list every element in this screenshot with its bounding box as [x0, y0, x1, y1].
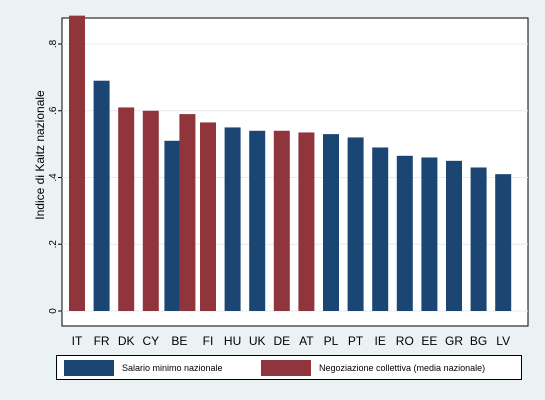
bar-dk-negoziazione — [118, 107, 135, 311]
x-tick-label-de: DE — [273, 334, 290, 348]
legend-label-salario: Salario minimo nazionale — [122, 363, 223, 373]
bar-be-salario — [164, 140, 181, 311]
bar-ee-salario — [421, 157, 438, 311]
x-tick-label-it: IT — [72, 334, 83, 348]
x-tick-label-cy: CY — [142, 334, 159, 348]
x-tick-label-lv: LV — [496, 334, 510, 348]
x-tick-label-uk: UK — [249, 334, 266, 348]
legend: Salario minimo nazionale Negoziazione co… — [56, 355, 522, 380]
bar-pl-salario — [323, 134, 339, 311]
y-tick-label: .2 — [48, 240, 59, 249]
x-tick-label-ro: RO — [396, 334, 414, 348]
x-tick-label-pl: PL — [324, 334, 339, 348]
bar-be-negoziazione — [179, 114, 196, 312]
bar-uk-salario — [249, 130, 266, 311]
bar-ie-salario — [372, 147, 389, 311]
x-tick-label-gr: GR — [445, 334, 463, 348]
bar-it-negoziazione — [69, 15, 85, 311]
x-tick-label-dk: DK — [118, 334, 135, 348]
bar-gr-salario — [446, 160, 462, 311]
x-tick-label-ee: EE — [421, 334, 437, 348]
x-tick-label-bg: BG — [470, 334, 487, 348]
y-tick-label: 0 — [48, 308, 59, 314]
bar-de-negoziazione — [273, 130, 290, 311]
bar-bg-salario — [470, 167, 487, 311]
x-tick-label-at: AT — [299, 334, 314, 348]
legend-swatch-salario — [64, 360, 114, 376]
bar-cy-negoziazione — [142, 110, 159, 311]
bar-ro-salario — [396, 155, 413, 311]
legend-swatch-negoziazione — [261, 360, 311, 376]
legend-label-negoziazione: Negoziazione collettiva (media nazionale… — [319, 363, 486, 373]
y-axis-label: Indice di Kaitz nazionale — [33, 90, 47, 220]
x-tick-label-pt: PT — [348, 334, 364, 348]
x-tick-label-be: BE — [171, 334, 187, 348]
bar-at-negoziazione — [298, 132, 315, 311]
x-tick-label-fi: FI — [203, 334, 214, 348]
x-tick-label-fr: FR — [94, 334, 110, 348]
bar-fi-negoziazione — [200, 122, 216, 312]
y-tick-label: .4 — [48, 173, 59, 182]
bar-fr-salario — [93, 80, 110, 312]
y-tick-label: .6 — [48, 106, 59, 115]
y-tick-label: .8 — [48, 39, 59, 48]
bar-hu-salario — [224, 127, 241, 311]
x-tick-label-ie: IE — [375, 334, 386, 348]
bar-lv-salario — [495, 174, 512, 311]
x-tick-label-hu: HU — [224, 334, 241, 348]
bar-pt-salario — [347, 137, 364, 311]
